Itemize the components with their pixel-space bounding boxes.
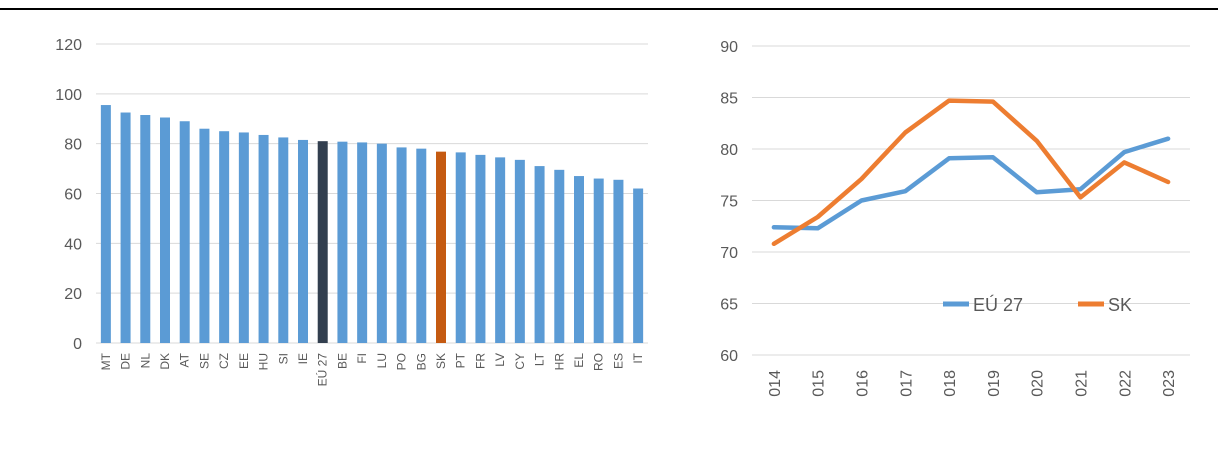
line-x-tick-label: 019	[986, 370, 1003, 397]
bar	[357, 142, 368, 343]
series-line-eu27	[771, 136, 1171, 231]
bar-category-label: HU	[257, 353, 271, 370]
line-y-tick-label: 90	[720, 39, 738, 56]
line-x-tick-label: 022	[1117, 370, 1134, 397]
line-y-tick-label: 70	[720, 245, 738, 262]
bar-category-label: EL	[572, 353, 586, 368]
bar	[633, 188, 644, 343]
bar	[554, 169, 565, 343]
line-x-tick-label: 023	[1161, 370, 1178, 397]
bar	[495, 157, 506, 343]
bar	[140, 115, 151, 343]
bar-category-label: SK	[434, 353, 448, 369]
line-chart: 60 65 70 75 80 85 90 014 015 016 017 018 019 020 021 02…	[720, 39, 1190, 397]
bar-y-tick-label: 80	[64, 137, 82, 154]
series-line-sk	[771, 98, 1171, 247]
bar	[475, 154, 486, 343]
line-x-tick-label: 021	[1074, 370, 1091, 397]
bar-chart: 0 20 40 60 80 100 120 MT DE NL DK AT SE CZ EE HU SI IE EÚ …	[55, 37, 648, 386]
line-x-tick-label: 020	[1030, 370, 1047, 397]
bar-category-label: FR	[473, 353, 487, 369]
bar	[100, 105, 111, 343]
line-x-tick-label: 018	[942, 370, 959, 397]
bar-y-tick-label: 20	[64, 286, 82, 303]
bar-category-label: PO	[395, 353, 409, 370]
bar-category-label: AT	[178, 352, 192, 367]
bar	[278, 137, 289, 343]
bar-y-tick-label: 120	[55, 37, 82, 54]
bar-y-tick-label: 100	[55, 87, 82, 104]
line-x-tick-label: 015	[811, 370, 828, 397]
line-x-tick-label: 016	[855, 370, 872, 397]
bar	[455, 152, 466, 343]
bar	[613, 179, 624, 343]
bar	[593, 178, 604, 343]
bar-category-label: DE	[119, 353, 133, 370]
bar-category-label: CY	[513, 353, 527, 370]
legend-label: SK	[1108, 295, 1132, 315]
bar-category-label: DK	[158, 353, 172, 370]
bar-category-label: SI	[276, 353, 290, 364]
line-y-tick-label: 60	[720, 348, 738, 365]
bar	[436, 151, 446, 343]
bar	[298, 139, 308, 343]
bar-category-label: LT	[533, 352, 547, 366]
bar-category-label: IT	[631, 352, 645, 363]
line-y-tick-label: 85	[720, 91, 738, 108]
bar-category-label: RO	[592, 353, 606, 371]
bar-category-label: HR	[552, 353, 566, 371]
top-rule	[0, 8, 1218, 10]
line-x-tick-label: 017	[898, 370, 915, 397]
line-y-tick-label: 80	[720, 142, 738, 159]
bar-category-label: BG	[414, 353, 428, 370]
bar	[337, 141, 348, 343]
bar	[396, 147, 407, 343]
bar-category-label: SE	[197, 353, 211, 369]
bar-category-label: EE	[237, 353, 251, 369]
legend-label: EÚ 27	[973, 294, 1023, 315]
bar-category-label: MT	[99, 352, 113, 370]
bar-category-label: LV	[493, 353, 507, 367]
bar	[416, 148, 427, 343]
line-y-tick-label: 65	[720, 297, 738, 314]
bar	[258, 134, 269, 343]
bar-category-label: BE	[335, 353, 349, 369]
bar	[534, 166, 545, 343]
bar	[574, 176, 584, 343]
bar-category-label: FI	[355, 353, 369, 364]
bar-category-label: PT	[454, 352, 468, 368]
bar	[514, 159, 525, 343]
bar	[179, 121, 190, 343]
line-x-tick-label: 014	[767, 370, 784, 397]
bar	[317, 141, 328, 343]
bar	[219, 131, 230, 343]
bar-category-label: IE	[296, 353, 310, 364]
bar	[120, 112, 131, 343]
bar	[160, 117, 170, 343]
bar-y-tick-label: 0	[73, 336, 82, 353]
bar-category-label: EÚ 27	[315, 353, 330, 387]
bar-y-tick-label: 40	[64, 236, 82, 253]
bar-category-label: ES	[611, 353, 625, 369]
line-y-tick-label: 75	[720, 194, 738, 211]
bar-category-label: LU	[375, 353, 389, 368]
bar	[238, 132, 249, 343]
bar-category-label: CZ	[217, 353, 231, 369]
bar	[376, 143, 387, 343]
bar-category-label: NL	[138, 353, 152, 369]
bar	[199, 128, 210, 343]
bar-y-tick-label: 60	[64, 187, 82, 204]
